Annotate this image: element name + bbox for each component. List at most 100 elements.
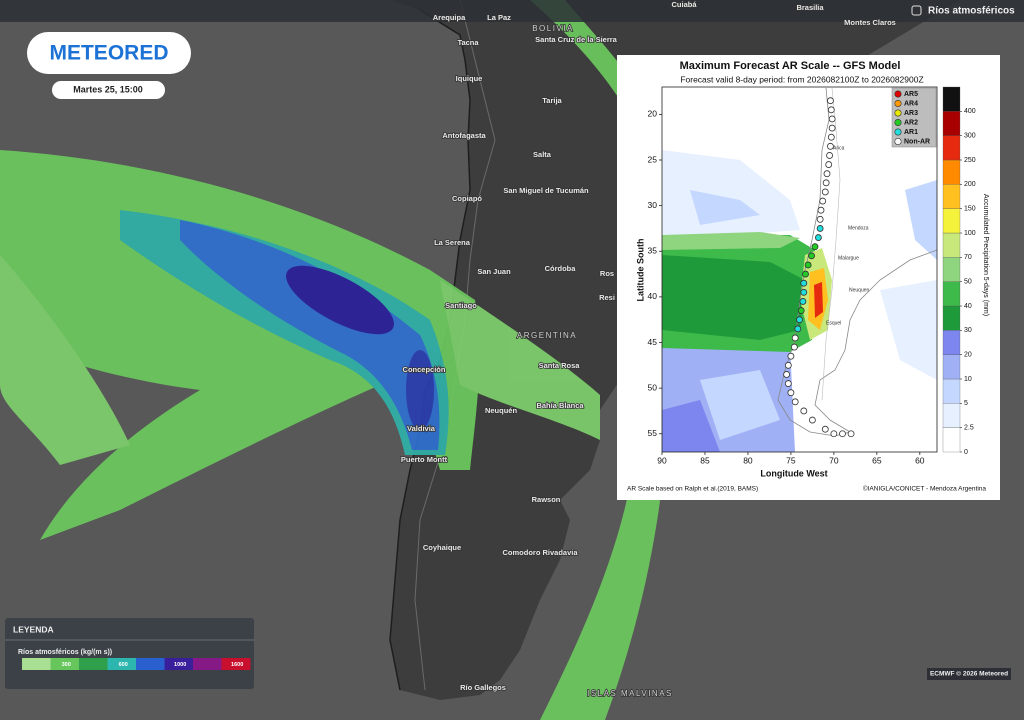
y-tick-label: 30 <box>648 200 658 210</box>
ar-point <box>825 161 833 168</box>
ar-point <box>827 97 834 105</box>
ar-point <box>800 288 808 296</box>
colorbar-label: Accumulated Precipitation 5-days (mm) <box>982 194 989 316</box>
place: ARGENTINA <box>517 331 577 340</box>
ar-point <box>816 215 824 223</box>
layer-icon[interactable] <box>911 5 922 16</box>
map-label: Esquel <box>826 320 841 326</box>
ar-point <box>822 179 830 187</box>
ar-point <box>827 106 835 114</box>
ar-point <box>815 234 822 241</box>
legend-label: AR3 <box>904 110 918 117</box>
credit: ECMWF © 2026 Meteored <box>930 670 1008 678</box>
plot-frame <box>661 86 938 453</box>
place: Santa Rosa <box>539 361 581 370</box>
ar-field <box>0 0 668 720</box>
colorbar-band <box>942 378 961 404</box>
ar-point <box>847 430 855 438</box>
place: Concepción <box>403 365 446 374</box>
logo[interactable]: METEORED <box>49 42 168 65</box>
ar-point <box>799 298 807 305</box>
ar-point <box>827 142 834 150</box>
ar-point <box>797 307 805 314</box>
header-bar <box>0 0 1024 22</box>
place: Salta <box>533 150 552 159</box>
place: San Miguel de Tucumán <box>503 186 589 195</box>
place: Santa Cruz de la Sierra <box>535 35 618 44</box>
layer-name[interactable]: Ríos atmosféricos <box>928 6 1015 17</box>
place: Montes Claros <box>844 18 896 27</box>
place: San Juan <box>477 267 511 276</box>
colorbar-band <box>942 232 961 258</box>
colorbar-band <box>942 403 961 428</box>
ar-point <box>790 343 798 351</box>
legend-swatch <box>894 109 902 117</box>
x-tick-label: 70 <box>829 455 839 465</box>
timestamp-pill[interactable] <box>52 81 165 99</box>
colorbar-tick-label: 250 <box>964 157 976 164</box>
place: Río Gallegos <box>460 683 506 692</box>
place: Coyhaique <box>423 543 461 552</box>
logo-pill[interactable] <box>27 32 191 74</box>
legend-band <box>22 658 51 670</box>
legend-tick-label: 600 <box>119 662 128 668</box>
legend-band <box>221 658 251 670</box>
place: Neuquén <box>485 406 518 415</box>
chart-legend-box <box>891 87 937 148</box>
colorbar-tick-label: 150 <box>964 206 976 213</box>
place: Valdivia <box>407 424 436 433</box>
map-label: Neuquen <box>849 287 870 293</box>
y-tick-label: 50 <box>648 382 658 392</box>
place: Tacna <box>457 38 479 47</box>
legend-label: AR4 <box>904 100 918 107</box>
legend-swatch <box>894 90 902 98</box>
ar-point <box>821 188 829 196</box>
map-label: Mendoza <box>848 225 869 231</box>
colorbar-tick-label: 2.5 <box>964 425 974 432</box>
ar-point <box>791 334 799 342</box>
x-tick-label: 65 <box>872 455 882 465</box>
x-tick-label: 60 <box>915 455 925 465</box>
place: La Paz <box>487 13 511 22</box>
place: Bahía Blanca <box>536 401 584 410</box>
ar-chart: Maximum Forecast AR Scale -- GFS Model F… <box>617 55 1000 500</box>
place: Arequipa <box>433 13 466 22</box>
ar-point <box>796 316 803 324</box>
legend-swatch <box>894 138 902 146</box>
legend-band <box>107 658 137 670</box>
place: Comodoro Rivadavia <box>502 548 578 557</box>
ar-point <box>826 152 833 159</box>
colorbar-tick-label: 5 <box>964 400 968 407</box>
legend-bar: 300 600 1000 1600 <box>22 658 251 670</box>
credit-box <box>927 668 1011 680</box>
place: Resi <box>599 293 615 302</box>
y-tick-label: 45 <box>648 337 658 347</box>
precip-field <box>662 87 937 452</box>
colorbar-band <box>942 257 961 282</box>
map-label: Malargue <box>838 255 859 261</box>
ar-point <box>784 380 792 387</box>
colorbar-band <box>942 184 961 209</box>
ar-point <box>802 270 809 278</box>
place: Iquique <box>456 74 483 83</box>
ar-point <box>819 197 827 205</box>
colorbar-tick-label: 20 <box>964 352 972 359</box>
colorbar-tick-label: 70 <box>964 254 972 261</box>
colorbar-band <box>942 86 961 112</box>
ar-point <box>827 133 835 141</box>
place-labels: Arequipa La Paz BOLIVIA Cuiabá Brasilia … <box>400 0 897 699</box>
x-tick-label: 85 <box>700 455 710 465</box>
colorbar-tick-label: 30 <box>964 327 972 334</box>
ar-point <box>784 361 792 369</box>
ar-point <box>787 352 795 360</box>
place: Antofagasta <box>442 131 486 140</box>
colorbar-band <box>942 354 961 380</box>
timestamp[interactable]: Martes 25, 15:00 <box>73 84 143 94</box>
ar-point <box>800 279 808 287</box>
colorbar-band <box>942 330 961 355</box>
legend-swatch <box>894 119 902 127</box>
ar-point <box>817 206 825 214</box>
colorbar-band <box>942 305 961 331</box>
y-tick-label: 25 <box>648 154 658 164</box>
